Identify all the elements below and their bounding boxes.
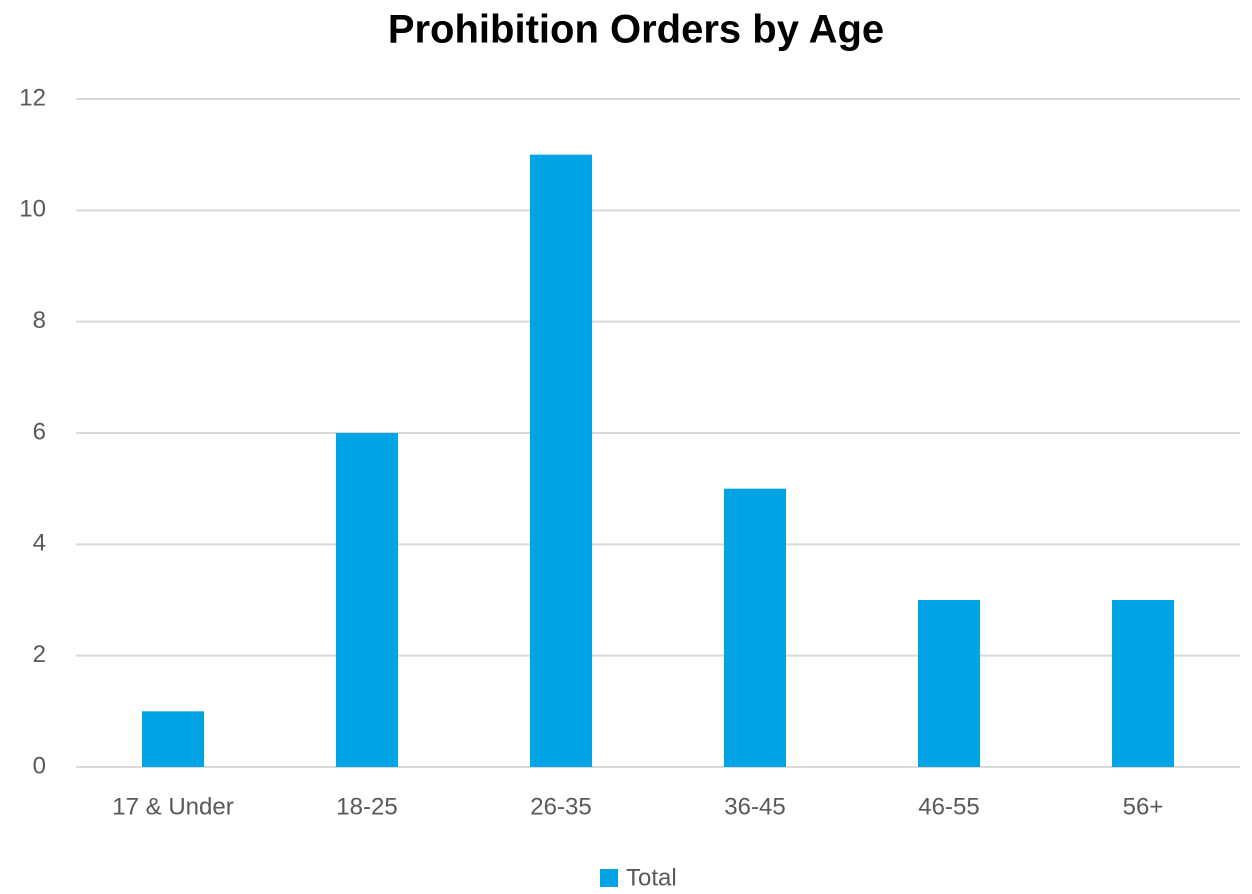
bar [335, 433, 399, 767]
bar [141, 711, 205, 767]
x-tick-label: 18-25 [336, 793, 397, 820]
y-tick-label: 12 [19, 84, 46, 111]
y-tick-label: 2 [33, 641, 46, 668]
y-tick-label: 4 [33, 530, 46, 557]
bar [1111, 600, 1175, 767]
y-tick-label: 8 [33, 307, 46, 334]
bar [723, 488, 787, 767]
bar [917, 600, 981, 767]
x-tick-label: 26-35 [530, 793, 591, 820]
x-tick-label: 36-45 [724, 793, 785, 820]
x-tick-label: 56+ [1123, 793, 1164, 820]
x-tick-label: 46-55 [918, 793, 979, 820]
x-tick-label: 17 & Under [112, 793, 233, 820]
bar [529, 154, 593, 767]
y-tick-label: 10 [19, 196, 46, 223]
y-tick-label: 6 [33, 418, 46, 445]
chart-title: Prohibition Orders by Age [388, 8, 884, 52]
legend-swatch [600, 869, 618, 887]
y-tick-label: 0 [33, 752, 46, 779]
legend-label: Total [626, 864, 677, 891]
